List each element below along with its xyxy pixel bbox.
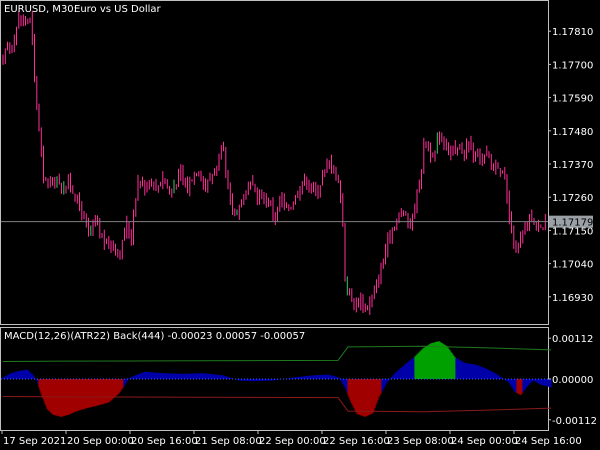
indicator-caption: MACD(12,26)(ATR22) Back(444) -0.00023 0.…	[4, 331, 305, 342]
price-plot[interactable]	[1, 11, 548, 315]
indicator-tick-label: 0.00000	[552, 375, 593, 386]
time-tick-label: 23 Sep 08:00	[387, 436, 454, 447]
upper-band-line	[2, 345, 552, 362]
time-tick-label: 20 Sep 00:00	[67, 436, 134, 447]
lower-band-line	[2, 396, 552, 413]
price-tick-label: 1.17810	[552, 27, 593, 38]
time-tick-label: 20 Sep 16:00	[131, 436, 198, 447]
indicator-tick-label: 0.00112	[552, 334, 593, 345]
price-tick-label: 1.17370	[552, 160, 593, 171]
price-tick-label: 1.17700	[552, 60, 593, 71]
main-panel-frame	[0, 0, 549, 325]
price-tick-label: 1.17260	[552, 193, 593, 204]
price-tick-label: 1.16930	[552, 293, 593, 304]
time-tick-label: 24 Sep 00:00	[451, 436, 518, 447]
price-axis: 1.17810 1.17700 1.17590 1.17480 1.17370 1.172…	[548, 27, 593, 304]
indicator-axis: 0.00112 0.00000 -0.00112	[548, 334, 597, 427]
price-tick-label: 1.17150	[552, 226, 593, 237]
current-price-badge	[549, 215, 593, 228]
price-tick-label: 1.17040	[552, 260, 593, 271]
time-tick-label: 17 Sep 2021	[3, 436, 66, 447]
time-tick-label: 24 Sep 16:00	[515, 436, 582, 447]
chart-description: Euro vs US Dollar	[74, 4, 162, 15]
indicator-tick-label: -0.00112	[552, 416, 597, 427]
current-price-label: 1.17179	[552, 218, 593, 229]
price-tick-label: 1.17480	[552, 127, 593, 138]
price-tick-label: 1.17590	[552, 94, 593, 105]
time-tick-label: 22 Sep 00:00	[259, 436, 326, 447]
chart-symbol-timeframe: EURUSD, M30:	[4, 4, 77, 15]
time-tick-label: 21 Sep 08:00	[195, 436, 262, 447]
time-tick-label: 22 Sep 16:00	[323, 436, 390, 447]
indicator-plot[interactable]	[1, 341, 552, 417]
